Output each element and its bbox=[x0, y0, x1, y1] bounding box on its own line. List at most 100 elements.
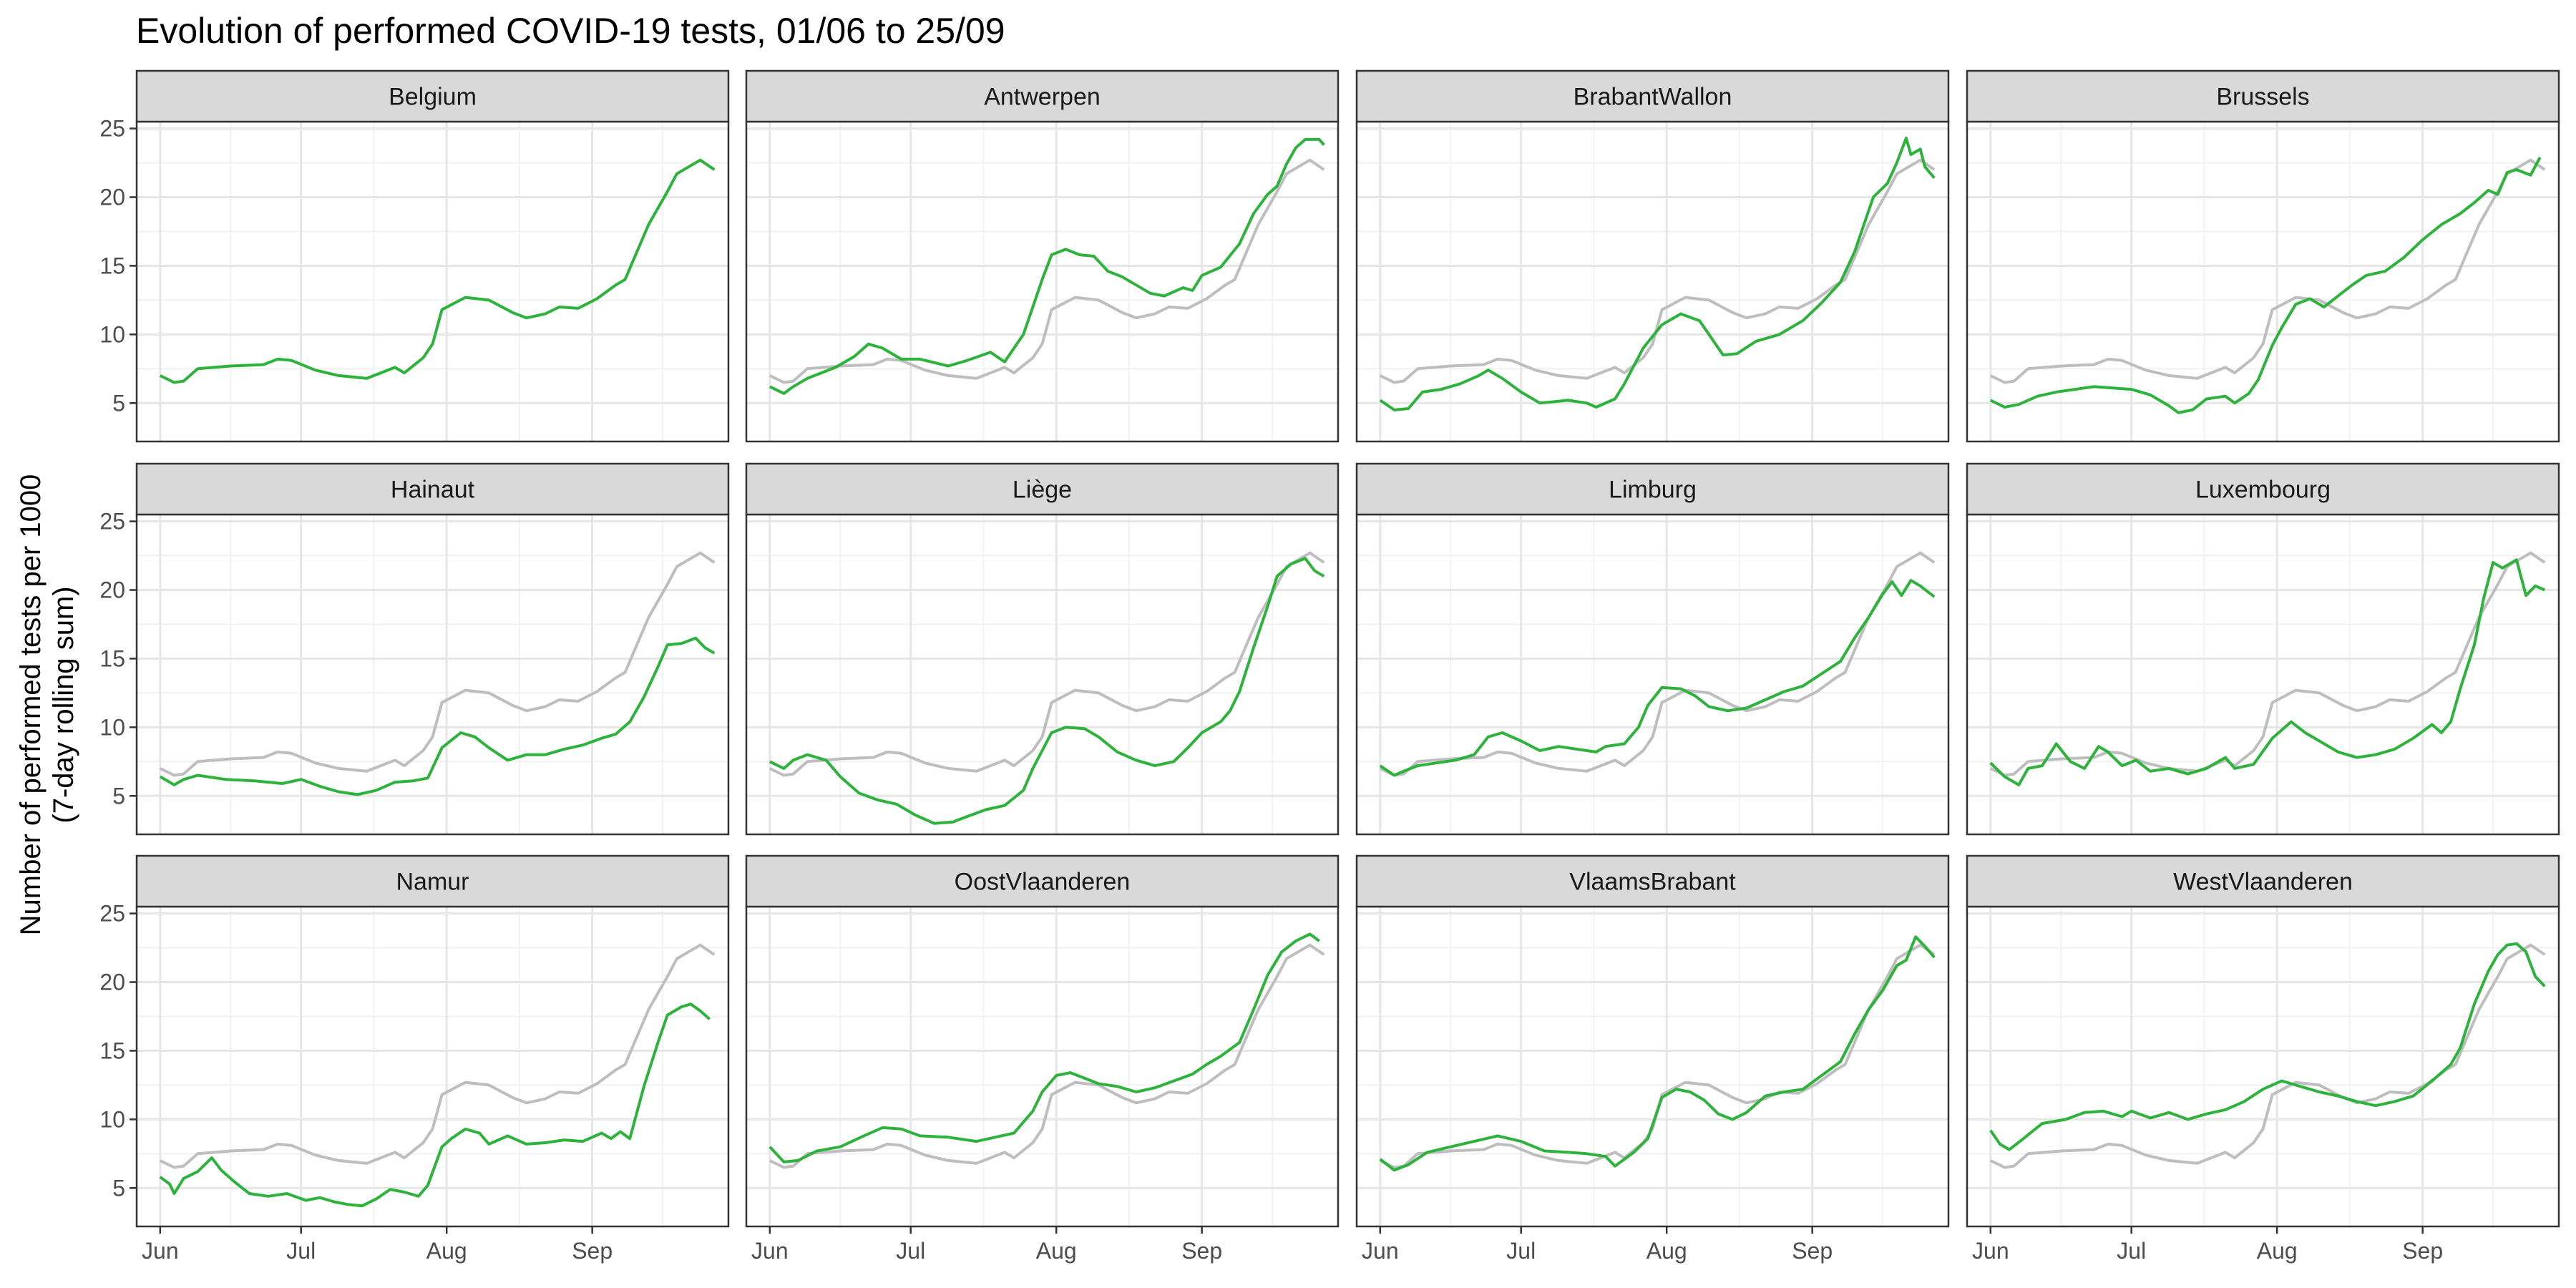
panel-westvlaanderen: WestVlaanderen Jun Jul Aug Sep bbox=[1966, 854, 2560, 1264]
x-tick-label: Jun bbox=[142, 1238, 179, 1264]
x-tick-label: Jun bbox=[751, 1238, 789, 1264]
panel-strip-label: Hainaut bbox=[391, 477, 475, 504]
panel-strip-label: Limburg bbox=[1609, 477, 1697, 504]
y-tick-label: 10 bbox=[99, 714, 125, 740]
y-tick-label: 15 bbox=[99, 645, 125, 671]
y-tick-label: 5 bbox=[112, 1175, 125, 1201]
panel-background bbox=[1967, 907, 2559, 1226]
panel-strip bbox=[1355, 462, 1950, 516]
y-tick-label: 15 bbox=[99, 1038, 125, 1063]
y-tick-label: 25 bbox=[99, 509, 125, 535]
reference-line-belgium bbox=[1379, 158, 1936, 384]
panel-strip-label: VlaamsBrabant bbox=[1569, 869, 1736, 896]
x-tick-label: Sep bbox=[1181, 1238, 1222, 1264]
x-tick-label: Jul bbox=[286, 1238, 316, 1264]
panel-background bbox=[137, 514, 728, 834]
series-line-brabantwallon bbox=[1379, 137, 1936, 411]
panel-background bbox=[746, 907, 1338, 1226]
x-tick-label: Aug bbox=[2257, 1238, 2298, 1264]
panel-strip-label: OostVlaanderen bbox=[955, 869, 1131, 896]
y-tick-label: 15 bbox=[99, 253, 125, 278]
panel-vlaamsbrabant: VlaamsBrabant Jun Jul Aug Sep bbox=[1355, 854, 1950, 1264]
panel-li-ge: Liège bbox=[745, 462, 1340, 836]
reference-line-belgium bbox=[769, 551, 1325, 777]
panel-limburg: Limburg bbox=[1355, 462, 1950, 836]
panel-luxembourg: Luxembourg bbox=[1966, 462, 2560, 836]
reference-line-belgium bbox=[1989, 551, 2546, 777]
series-line-li-ge bbox=[769, 557, 1325, 825]
panel-strip bbox=[135, 69, 730, 123]
y-tick-label: 20 bbox=[99, 577, 125, 603]
panel-strip bbox=[745, 854, 1340, 908]
panel-background bbox=[1357, 514, 1948, 834]
panel-strip-label: BrabantWallon bbox=[1574, 84, 1732, 111]
x-tick-label: Aug bbox=[1036, 1238, 1077, 1264]
panel-background bbox=[746, 514, 1338, 834]
reference-line-belgium bbox=[159, 551, 716, 777]
panel-strip-label: Liège bbox=[1013, 477, 1072, 504]
series-line-hainaut bbox=[159, 636, 716, 796]
x-tick-label: Jul bbox=[1506, 1238, 1536, 1264]
reference-line-belgium bbox=[159, 943, 716, 1169]
y-tick-label: 20 bbox=[99, 970, 125, 995]
y-tick-label: 5 bbox=[112, 783, 125, 809]
panel-strip-label: Namur bbox=[396, 869, 469, 896]
x-tick-label: Jun bbox=[1972, 1238, 2009, 1264]
x-tick-label: Jul bbox=[896, 1238, 925, 1264]
panel-namur: Namur 5 10 15 20 25 Jun Jul Aug Sep bbox=[99, 854, 730, 1264]
series-line-belgium bbox=[159, 158, 716, 384]
panel-strip-label: Luxembourg bbox=[2195, 477, 2331, 504]
panel-strip bbox=[745, 462, 1340, 516]
y-tick-label: 25 bbox=[99, 901, 125, 927]
panel-strip bbox=[1966, 462, 2560, 516]
panel-strip-label: Antwerpen bbox=[984, 84, 1101, 111]
series-line-westvlaanderen bbox=[1989, 942, 2546, 1151]
x-tick-label: Sep bbox=[572, 1238, 613, 1264]
panel-brussels: Brussels bbox=[1966, 69, 2560, 443]
x-tick-label: Aug bbox=[1646, 1238, 1687, 1264]
panel-background bbox=[137, 122, 728, 441]
panel-strip bbox=[1966, 854, 2560, 908]
series-line-oostvlaanderen bbox=[769, 932, 1320, 1163]
panel-strip bbox=[1355, 69, 1950, 123]
panel-background bbox=[1357, 907, 1948, 1226]
y-tick-label: 10 bbox=[99, 321, 125, 347]
x-tick-label: Jul bbox=[2117, 1238, 2146, 1264]
y-tick-label: 10 bbox=[99, 1106, 125, 1132]
panel-strip bbox=[135, 854, 730, 908]
chart-title: Evolution of performed COVID-19 tests, 0… bbox=[136, 11, 1005, 51]
reference-line-belgium bbox=[1989, 943, 2546, 1169]
panel-strip bbox=[135, 462, 730, 516]
panel-strip bbox=[1355, 854, 1950, 908]
panel-strip bbox=[745, 69, 1340, 123]
panel-antwerpen: Antwerpen bbox=[745, 69, 1340, 443]
y-tick-label: 20 bbox=[99, 185, 125, 210]
panel-strip bbox=[1966, 69, 2560, 123]
reference-line-belgium bbox=[1989, 158, 2546, 384]
series-line-brussels bbox=[1989, 156, 2542, 414]
panel-strip-label: Brussels bbox=[2216, 84, 2309, 111]
y-tick-label: 25 bbox=[99, 116, 125, 142]
panel-background bbox=[1967, 514, 2559, 834]
panel-oostvlaanderen: OostVlaanderen Jun Jul Aug Sep bbox=[745, 854, 1340, 1264]
panel-strip-label: Belgium bbox=[389, 84, 477, 111]
x-tick-label: Sep bbox=[1792, 1238, 1833, 1264]
series-line-limburg bbox=[1379, 579, 1936, 777]
series-line-vlaamsbrabant bbox=[1379, 935, 1936, 1172]
y-tick-label: 5 bbox=[112, 390, 125, 416]
series-line-luxembourg bbox=[1989, 558, 2546, 786]
panel-background bbox=[1967, 122, 2559, 441]
x-tick-label: Sep bbox=[2402, 1238, 2443, 1264]
panel-background bbox=[1357, 122, 1948, 441]
panel-brabantwallon: BrabantWallon bbox=[1355, 69, 1950, 443]
panel-strip-label: WestVlaanderen bbox=[2173, 869, 2353, 896]
series-line-namur bbox=[159, 1002, 711, 1208]
panel-belgium: Belgium 5 10 15 20 25 bbox=[99, 69, 730, 443]
series-line-antwerpen bbox=[769, 137, 1325, 395]
x-tick-label: Jun bbox=[1362, 1238, 1399, 1264]
panel-hainaut: Hainaut 5 10 15 20 25 bbox=[99, 462, 730, 836]
reference-line-belgium bbox=[769, 943, 1325, 1169]
x-tick-label: Aug bbox=[426, 1238, 467, 1264]
reference-line-belgium bbox=[769, 158, 1325, 384]
